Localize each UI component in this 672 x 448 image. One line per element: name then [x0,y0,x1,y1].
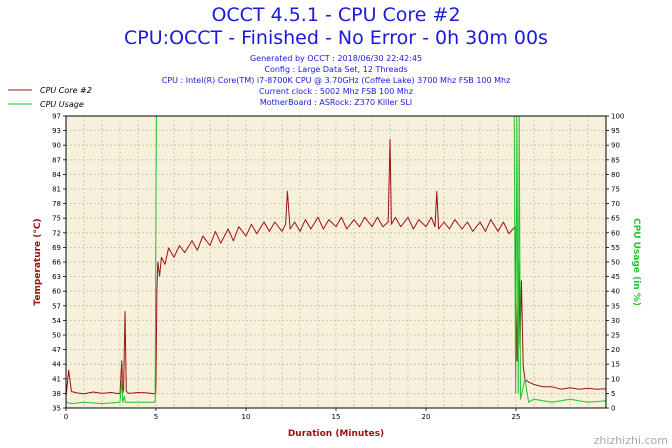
y-tick-label-left: 57 [52,302,61,310]
y-tick-label-right: 50 [611,259,620,267]
x-tick-label: 15 [332,413,341,421]
watermark-text: zhizhizhi.com [594,434,668,447]
y-axis-label-right: CPU Usage (in %) [631,218,641,306]
y-tick-label-right: 0 [611,405,615,413]
y-tick-label-right: 30 [611,317,620,325]
y-tick-label-left: 47 [52,346,61,354]
y-tick-label-left: 63 [52,273,61,281]
y-axis-right: 0 5 10 15 20 25 30 35 40 45 50 55 60 65 70 75 80 85 90 95 10… [606,113,624,413]
y-tick-label-left: 35 [52,405,61,413]
y-tick-label-right: 80 [611,171,620,179]
y-tick-label-left: 78 [52,200,61,208]
y-tick-label-right: 90 [611,142,620,150]
y-tick-label-right: 45 [611,273,620,281]
y-tick-label-right: 10 [611,375,620,383]
y-tick-label-left: 93 [52,127,61,135]
info-motherboard: MotherBoard : ASRock: Z370 Killer SLI [259,98,413,107]
info-generated: Generated by OCCT : 2018/06/30 22:42:45 [249,54,423,63]
y-tick-label-right: 20 [611,346,620,354]
y-tick-label-left: 97 [52,113,61,121]
x-axis-label: Duration (Minutes) [288,429,384,439]
legend-label-cpu-usage: CPU Usage [40,100,84,109]
info-clock: Current clock : 5002 Mhz FSB 100 Mhz [258,87,414,96]
chart-title: OCCT 4.5.1 - CPU Core #2 [211,4,461,26]
y-tick-label-left: 72 [52,229,61,237]
info-config: Config : Large Data Set, 12 Threads [264,65,408,74]
y-tick-label-right: 70 [611,200,620,208]
y-tick-label-right: 40 [611,288,620,296]
y-tick-label-left: 87 [52,156,61,164]
x-tick-label: 0 [64,413,68,421]
y-tick-label-right: 5 [611,390,615,398]
plot-border [65,115,607,409]
info-block: Generated by OCCT : 2018/06/30 22:42:45 … [0,53,672,108]
info-cpu: CPU : Intel(R) Core(TM) i7-8700K CPU @ 3… [161,76,511,85]
y-tick-label-right: 95 [611,127,620,135]
y-tick-label-right: 35 [611,302,620,310]
x-tick-label: 5 [154,413,158,421]
y-tick-label-left: 54 [52,317,61,325]
y-tick-label-right: 60 [611,229,620,237]
y-tick-label-left: 69 [52,244,61,252]
series-line-cpu-core [65,139,607,397]
y-tick-label-left: 41 [52,375,61,383]
chart-subtitle: CPU:OCCT - Finished - No Error - 0h 30m … [124,27,548,49]
x-tick-label: 25 [512,413,521,421]
y-tick-label-left: 81 [52,186,61,194]
y-tick-label-left: 84 [52,171,61,179]
x-axis: 0 5 10 15 20 25 [64,408,521,421]
y-axis-left: 35 38 41 44 47 50 54 57 60 63 66 69 72 75 78 81 84 87 90 93… [52,113,66,413]
x-tick-label: 10 [242,413,251,421]
legend: CPU Core #2 CPU Usage [8,86,92,109]
y-tick-label-right: 55 [611,244,620,252]
y-tick-label-right: 100 [611,113,624,121]
y-tick-label-left: 44 [52,361,61,369]
y-tick-label-left: 90 [52,142,61,150]
legend-label-cpu-core: CPU Core #2 [40,86,92,95]
y-tick-label-right: 15 [611,361,620,369]
y-tick-label-right: 25 [611,332,620,340]
x-tick-label: 20 [422,413,431,421]
y-tick-label-left: 60 [52,288,61,296]
y-tick-label-right: 85 [611,156,620,164]
y-tick-label-right: 75 [611,186,620,194]
y-tick-label-left: 66 [52,259,61,267]
y-tick-label-right: 65 [611,215,620,223]
y-tick-label-left: 50 [52,332,61,340]
y-tick-label-left: 38 [52,390,61,398]
y-tick-label-left: 75 [52,215,61,223]
y-axis-label-left: Temperature (°C) [33,218,43,305]
